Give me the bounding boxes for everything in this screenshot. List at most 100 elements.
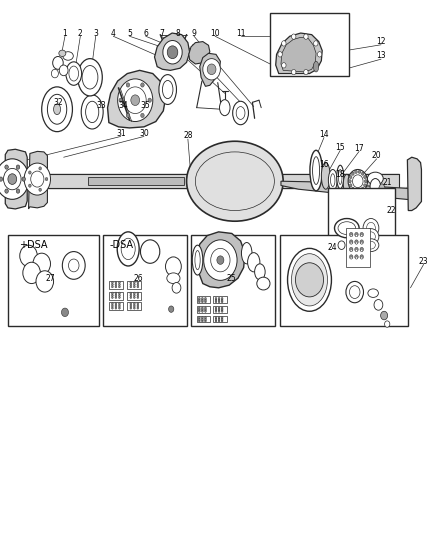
Circle shape [347, 169, 367, 193]
Polygon shape [280, 181, 417, 200]
Circle shape [363, 175, 365, 179]
Circle shape [351, 172, 353, 175]
Text: 20: 20 [371, 151, 381, 160]
Circle shape [218, 299, 219, 301]
Text: 22: 22 [386, 206, 396, 215]
Circle shape [204, 317, 206, 319]
Circle shape [349, 286, 359, 298]
Bar [345, 228, 369, 266]
Ellipse shape [162, 80, 173, 99]
Circle shape [377, 197, 385, 208]
Circle shape [350, 249, 351, 252]
Circle shape [349, 240, 352, 244]
Circle shape [133, 286, 135, 288]
Circle shape [277, 52, 282, 57]
Circle shape [221, 297, 223, 300]
Circle shape [355, 257, 357, 259]
Text: 25: 25 [226, 274, 236, 282]
Circle shape [39, 167, 41, 170]
Text: 23: 23 [418, 257, 427, 265]
Circle shape [204, 309, 206, 311]
Bar [213, 306, 226, 313]
Ellipse shape [121, 238, 135, 260]
Ellipse shape [42, 87, 72, 132]
Circle shape [130, 292, 131, 294]
Circle shape [204, 297, 206, 300]
Circle shape [218, 309, 219, 311]
Circle shape [117, 79, 152, 122]
Text: 30: 30 [139, 129, 148, 138]
Circle shape [198, 299, 200, 301]
Circle shape [5, 165, 8, 169]
Circle shape [221, 318, 223, 320]
Circle shape [130, 284, 131, 286]
Circle shape [198, 301, 200, 303]
Circle shape [303, 69, 307, 75]
Bar [196, 296, 209, 303]
Circle shape [215, 297, 216, 300]
Circle shape [215, 318, 216, 320]
Bar [279, 235, 407, 326]
Circle shape [204, 318, 206, 320]
Ellipse shape [338, 169, 341, 184]
Circle shape [8, 174, 17, 184]
Circle shape [118, 294, 120, 296]
Ellipse shape [159, 75, 176, 104]
Circle shape [360, 172, 363, 175]
Ellipse shape [254, 264, 265, 280]
Circle shape [363, 184, 365, 187]
Circle shape [201, 301, 203, 303]
Circle shape [198, 318, 200, 320]
Circle shape [124, 87, 146, 114]
Circle shape [111, 307, 113, 309]
Ellipse shape [247, 253, 259, 272]
Circle shape [130, 294, 131, 296]
Text: 9: 9 [191, 29, 196, 37]
Bar [109, 281, 123, 289]
Circle shape [221, 317, 223, 319]
Circle shape [137, 303, 138, 305]
Circle shape [357, 189, 360, 192]
Circle shape [133, 281, 135, 284]
Circle shape [137, 286, 138, 288]
Circle shape [349, 232, 352, 237]
Circle shape [281, 41, 286, 46]
Polygon shape [280, 37, 315, 72]
Bar [213, 316, 226, 322]
Circle shape [373, 300, 382, 310]
Ellipse shape [63, 52, 73, 60]
Ellipse shape [362, 229, 378, 245]
Ellipse shape [47, 94, 67, 124]
Circle shape [133, 292, 135, 294]
Circle shape [126, 114, 130, 118]
Circle shape [115, 303, 117, 305]
Circle shape [218, 301, 219, 303]
Circle shape [359, 240, 363, 244]
Bar [127, 302, 141, 310]
Circle shape [357, 170, 360, 173]
Text: 33: 33 [96, 101, 106, 110]
Circle shape [201, 320, 203, 322]
Circle shape [221, 310, 223, 312]
Ellipse shape [328, 169, 336, 191]
Circle shape [198, 310, 200, 312]
Circle shape [118, 292, 120, 294]
Circle shape [204, 320, 206, 322]
Circle shape [215, 320, 216, 322]
Circle shape [111, 305, 113, 307]
Circle shape [16, 165, 20, 169]
Circle shape [350, 235, 351, 237]
Text: 15: 15 [335, 143, 344, 151]
Ellipse shape [362, 239, 378, 252]
Circle shape [45, 177, 48, 181]
Circle shape [354, 189, 357, 192]
Polygon shape [275, 33, 321, 74]
Circle shape [20, 245, 37, 266]
Bar [88, 177, 184, 185]
Ellipse shape [321, 163, 329, 189]
Text: 13: 13 [375, 52, 385, 60]
Circle shape [215, 299, 216, 301]
Circle shape [39, 188, 41, 191]
Ellipse shape [367, 289, 378, 297]
Circle shape [221, 307, 223, 309]
